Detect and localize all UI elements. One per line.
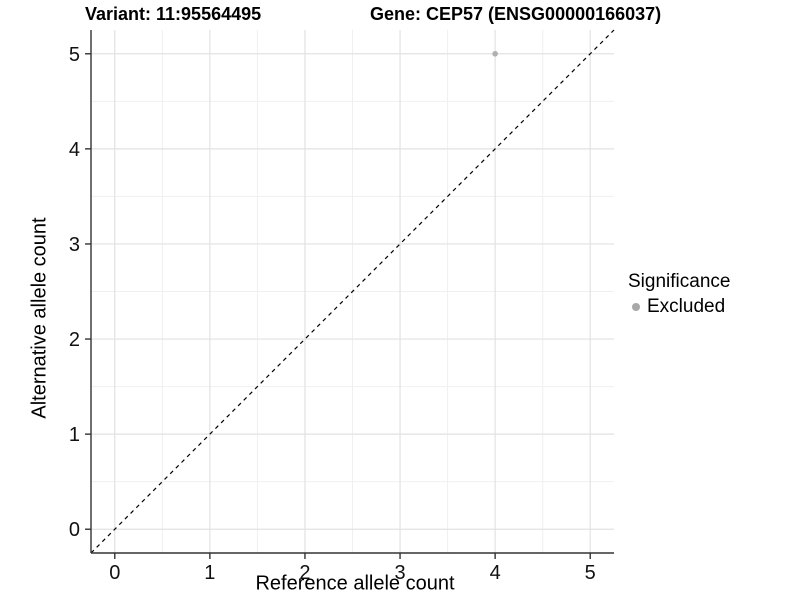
x-tick-label: 1 (204, 562, 215, 584)
y-tick-label: 1 (69, 424, 80, 446)
y-axis-label: Alternative allele count (28, 217, 51, 419)
identity-dashed-line (90, 29, 615, 554)
y-tick-label: 3 (69, 234, 80, 256)
plot-title-variant: Variant: 11:95564495 (85, 4, 262, 24)
y-tick-label: 5 (69, 44, 80, 66)
legend-title: Significance (628, 271, 731, 292)
y-tick-label: 4 (69, 139, 80, 161)
legend-item-label: Excluded (647, 296, 726, 317)
x-tick-label: 2 (299, 562, 310, 584)
x-tick-label: 4 (490, 562, 501, 584)
x-tick-label: 5 (585, 562, 596, 584)
x-tick-label: 3 (394, 562, 405, 584)
y-tick-label: 2 (69, 329, 80, 351)
legend-circle-marker-icon (632, 303, 640, 311)
legend: Significance Excluded (628, 271, 730, 318)
y-tick-label: 0 (69, 519, 80, 541)
x-tick-label: 0 (109, 562, 120, 584)
legend-item-excluded: Excluded (628, 296, 730, 318)
plot-title-gene: Gene: CEP57 (ENSG00000166037) (370, 4, 662, 24)
data-point (492, 50, 498, 57)
x-axis-label: Reference allele count (255, 572, 455, 595)
